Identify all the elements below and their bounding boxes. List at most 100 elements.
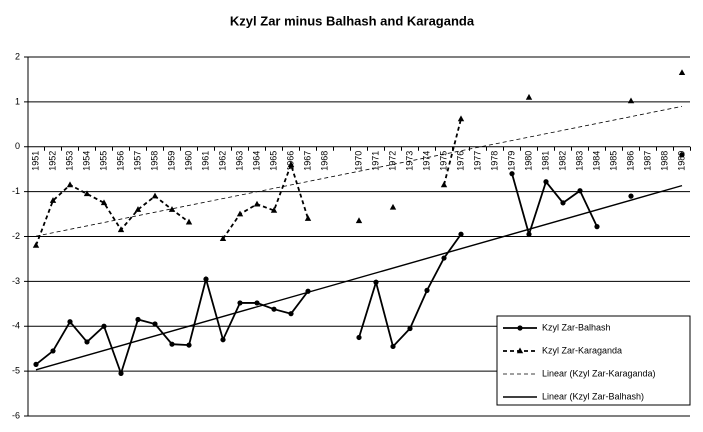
point bbox=[389, 203, 397, 210]
x-tick-label: 1967 bbox=[302, 151, 312, 171]
point bbox=[440, 181, 448, 188]
point bbox=[168, 206, 176, 212]
chart-title: Kzyl Zar minus Balhash and Karaganda bbox=[230, 13, 475, 28]
x-tick-label: 1987 bbox=[642, 151, 652, 171]
x-tick-label: 1977 bbox=[472, 151, 482, 171]
y-tick-label: -6 bbox=[12, 410, 20, 420]
x-tick-label: 1972 bbox=[387, 151, 397, 171]
point bbox=[134, 206, 142, 212]
y-tick-label: -1 bbox=[12, 186, 20, 196]
point bbox=[152, 321, 158, 327]
x-tick-label: 1952 bbox=[47, 151, 57, 171]
x-tick-label: 1956 bbox=[115, 151, 125, 171]
x-tick-label: 1979 bbox=[506, 151, 516, 171]
x-tick-label: 1970 bbox=[353, 151, 363, 171]
x-tick-label: 1964 bbox=[251, 151, 261, 171]
y-tick-label: -2 bbox=[12, 231, 20, 241]
point bbox=[271, 306, 277, 312]
x-tick-label: 1957 bbox=[132, 151, 142, 171]
point bbox=[135, 316, 141, 323]
y-tick-label: 0 bbox=[15, 141, 20, 151]
point bbox=[66, 181, 74, 188]
legend-label: Linear (Kzyl Zar-Karaganda) bbox=[542, 368, 656, 378]
point bbox=[101, 323, 107, 329]
point bbox=[288, 311, 294, 317]
y-tick-label: 2 bbox=[15, 51, 20, 61]
legend-marker bbox=[517, 325, 523, 331]
point bbox=[100, 199, 108, 206]
x-tick-label: 1968 bbox=[319, 151, 329, 171]
legend-label: Linear (Kzyl Zar-Balhash) bbox=[542, 391, 644, 401]
x-tick-label: 1983 bbox=[574, 151, 584, 171]
x-tick-label: 1966 bbox=[285, 151, 295, 171]
point bbox=[509, 171, 515, 177]
point bbox=[117, 226, 125, 233]
point bbox=[186, 342, 192, 348]
point bbox=[50, 348, 56, 354]
point bbox=[254, 300, 260, 306]
x-tick-label: 1984 bbox=[591, 151, 601, 171]
point bbox=[185, 218, 193, 225]
point bbox=[594, 224, 600, 230]
point bbox=[169, 341, 175, 347]
point bbox=[287, 161, 295, 167]
point bbox=[424, 287, 430, 293]
point bbox=[526, 231, 532, 237]
x-tick-label: 1953 bbox=[64, 151, 74, 171]
x-tick-label: 1980 bbox=[523, 151, 533, 171]
x-tick-label: 1975 bbox=[438, 151, 448, 171]
point bbox=[678, 69, 686, 76]
point bbox=[390, 343, 396, 350]
point bbox=[679, 152, 685, 158]
point bbox=[270, 206, 278, 213]
x-tick-label: 1961 bbox=[200, 151, 210, 171]
y-tick-label: -3 bbox=[12, 276, 20, 286]
x-tick-label: 1965 bbox=[268, 151, 278, 171]
x-tick-label: 1962 bbox=[217, 151, 227, 171]
point bbox=[237, 300, 243, 306]
point bbox=[236, 210, 244, 217]
x-tick-label: 1971 bbox=[370, 151, 380, 171]
point bbox=[219, 235, 227, 242]
point bbox=[407, 325, 413, 332]
x-tick-label: 1981 bbox=[540, 151, 550, 171]
x-tick-label: 1954 bbox=[81, 151, 91, 171]
point bbox=[118, 370, 124, 376]
point bbox=[560, 200, 566, 206]
point bbox=[458, 231, 464, 237]
x-tick-label: 1960 bbox=[183, 151, 193, 171]
y-tick-label: 1 bbox=[15, 96, 20, 106]
point bbox=[151, 192, 159, 199]
x-tick-label: 1986 bbox=[625, 151, 635, 171]
x-tick-label: 1976 bbox=[455, 151, 465, 171]
legend: Kzyl Zar-Balhash Kzyl Zar-Karaganda Linear… bbox=[496, 315, 691, 406]
point bbox=[543, 179, 549, 185]
x-tick-label: 1951 bbox=[30, 151, 40, 171]
point bbox=[373, 279, 379, 285]
point bbox=[49, 197, 57, 203]
trend-line bbox=[35, 184, 683, 371]
point bbox=[220, 337, 226, 343]
y-tick-label: -4 bbox=[12, 321, 20, 331]
point bbox=[32, 241, 40, 248]
point bbox=[441, 255, 447, 261]
legend-box bbox=[496, 315, 691, 406]
trend-line bbox=[35, 105, 683, 237]
point bbox=[84, 339, 90, 345]
point bbox=[67, 319, 73, 325]
point bbox=[577, 188, 583, 194]
point bbox=[355, 217, 363, 224]
point bbox=[627, 97, 635, 104]
point bbox=[525, 93, 533, 100]
point bbox=[33, 361, 39, 367]
point bbox=[457, 115, 465, 122]
point bbox=[304, 215, 312, 221]
legend-label: Kzyl Zar-Karaganda bbox=[542, 345, 622, 355]
x-tick-label: 1978 bbox=[489, 151, 499, 171]
x-tick-label: 1955 bbox=[98, 151, 108, 171]
point bbox=[356, 334, 362, 341]
point bbox=[203, 276, 209, 282]
point bbox=[628, 193, 634, 199]
x-tick-label: 1985 bbox=[608, 151, 618, 171]
